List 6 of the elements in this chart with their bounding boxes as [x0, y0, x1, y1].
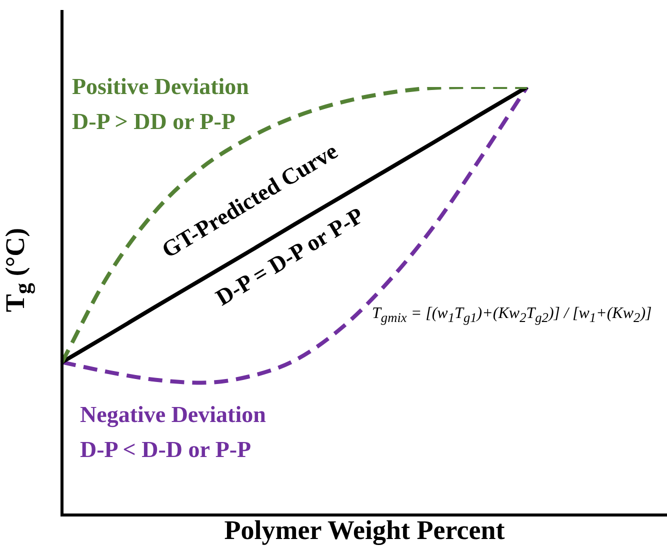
text: T$_{gmix}$ = [(w$_{1}$T$_{g1}$)+(Kw$_{2}$T$_{g2}$)] / [w$_{1}$+(Kw$_{2}$)]: [372, 305, 652, 326]
series-label: Negative Deviation: [80, 402, 266, 428]
annotation: D-P < D-D or P-P: [80, 437, 252, 463]
x-axis-title: Polymer Weight Percent: [223, 515, 506, 546]
annotation: D-P > DD or P-P: [72, 109, 236, 135]
series-label: Positive Deviation: [72, 74, 249, 100]
